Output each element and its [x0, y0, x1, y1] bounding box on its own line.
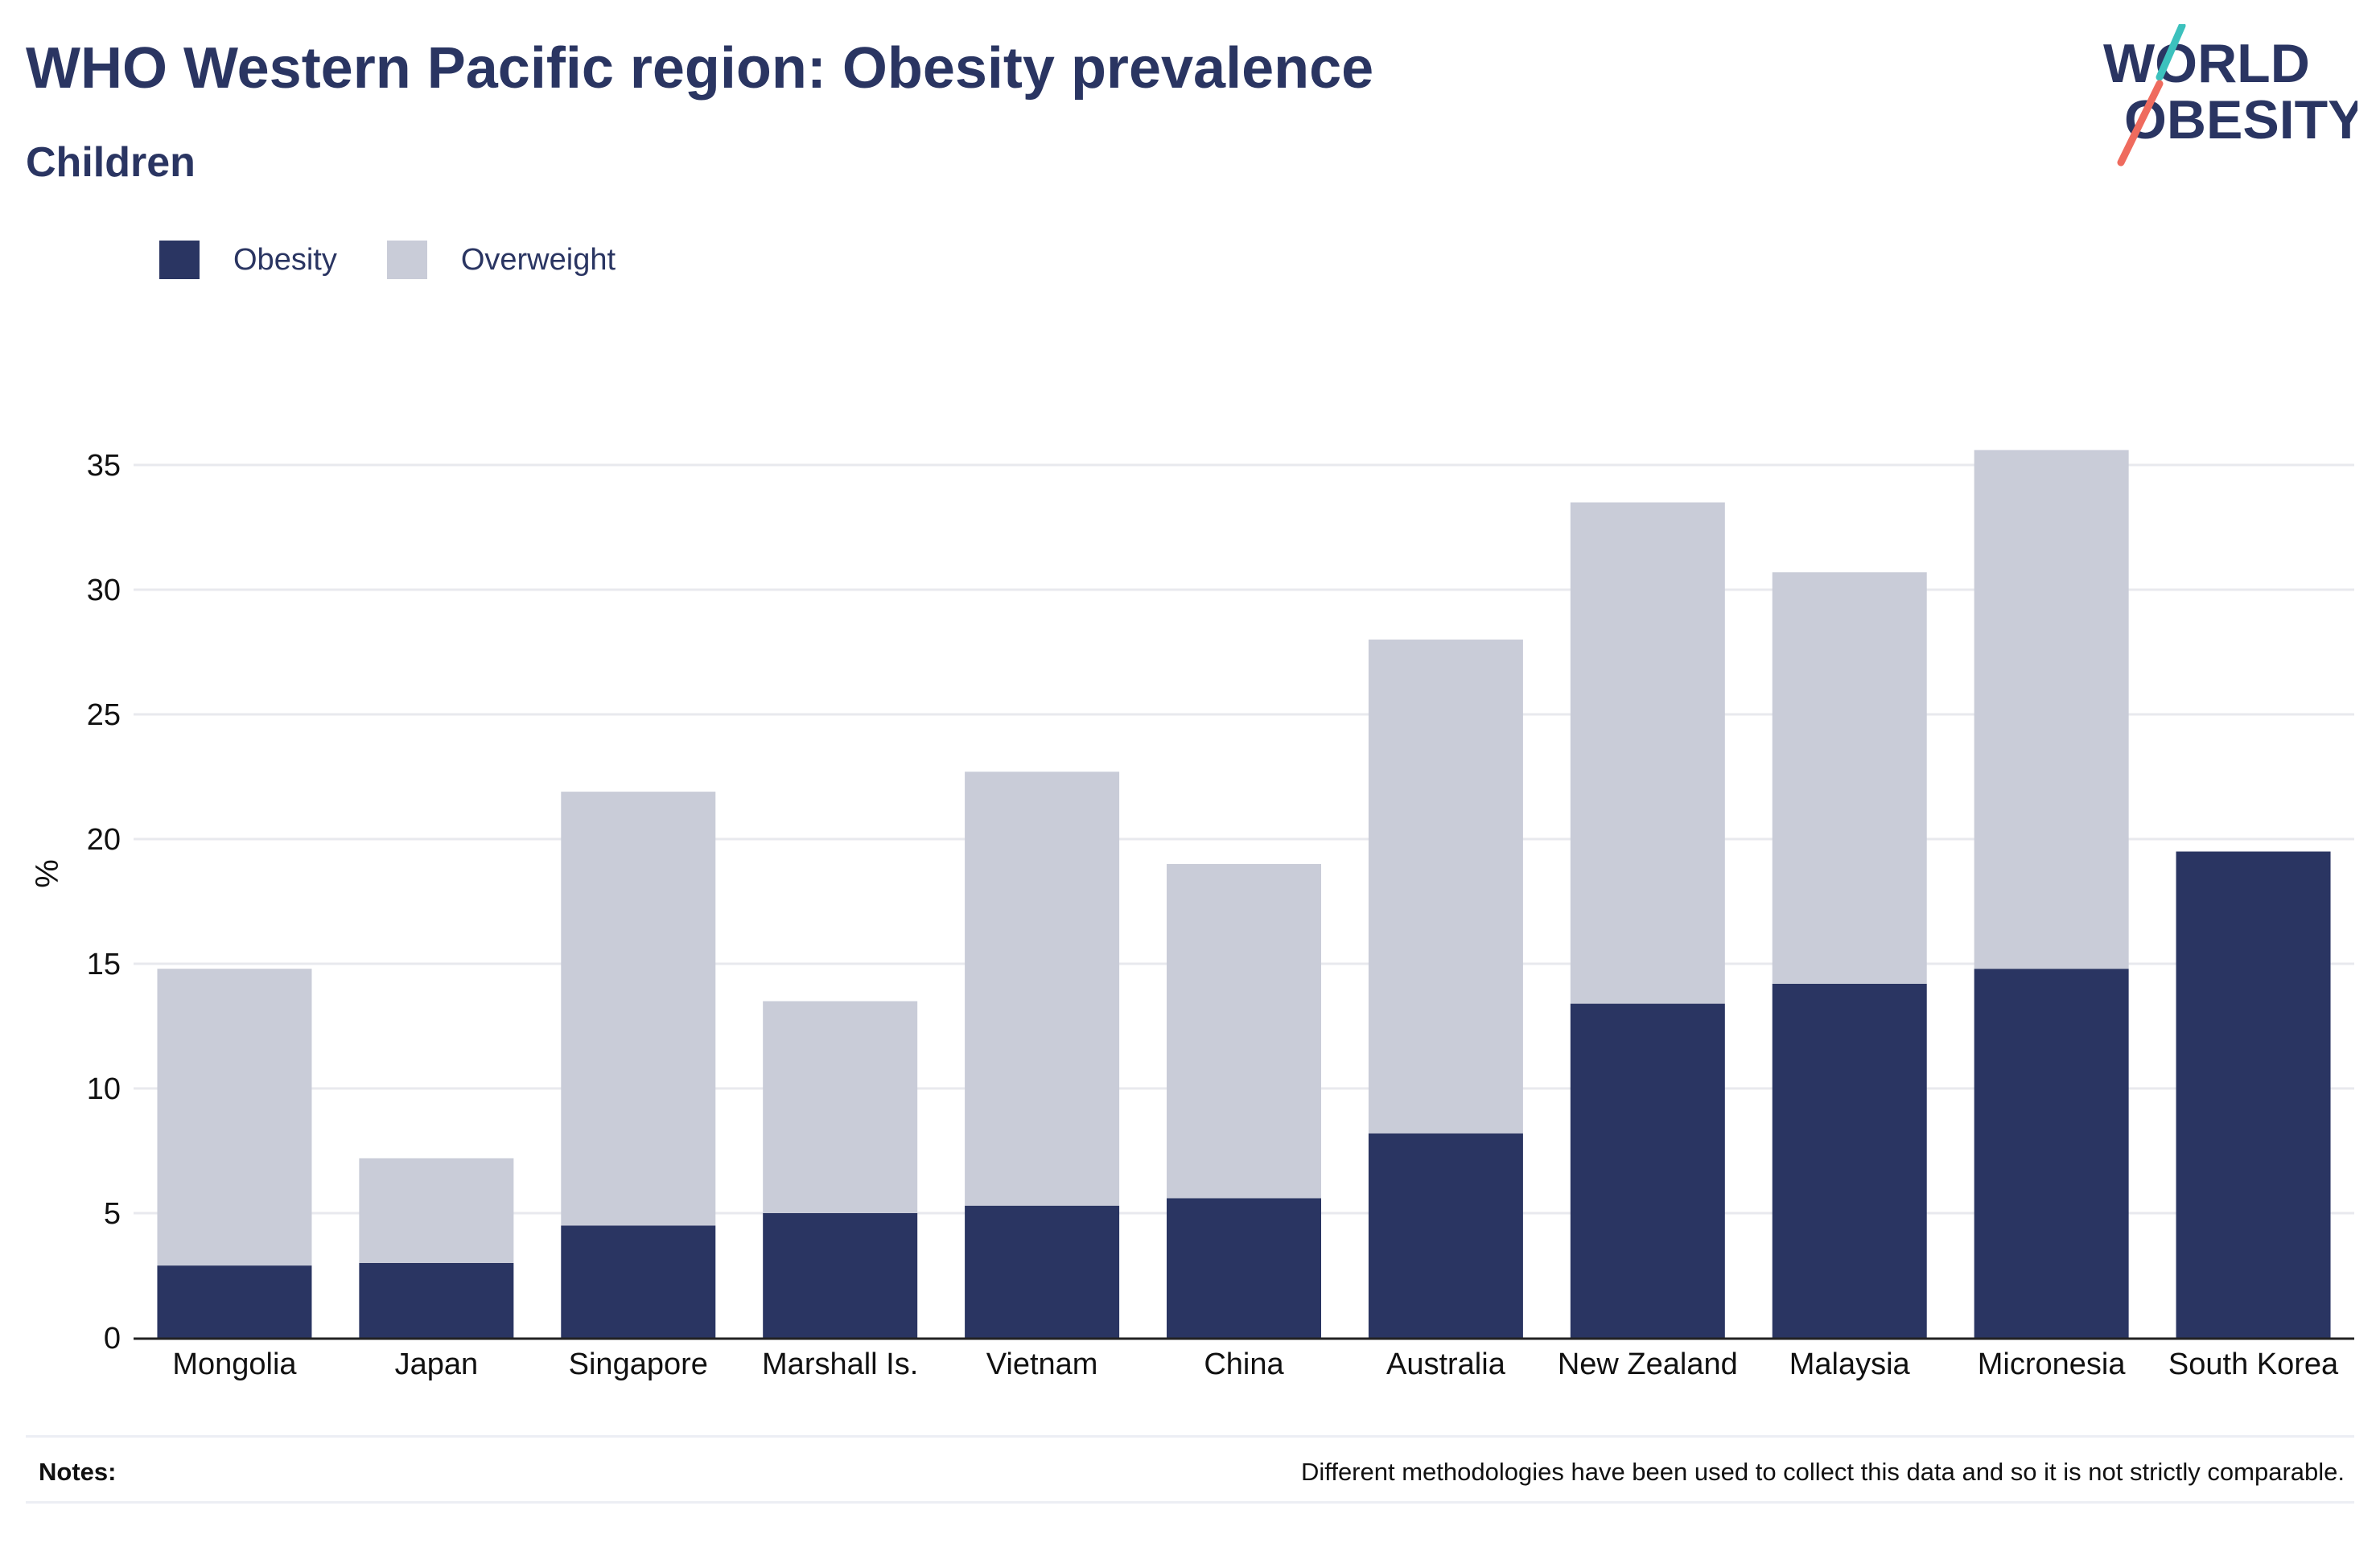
y-tick-label-0: 0	[104, 1322, 121, 1356]
logo-word-obesity: OBESITY	[2124, 89, 2357, 150]
x-tick-label-marshall-is-: Marshall Is.	[762, 1347, 918, 1381]
x-tick-label-singapore: Singapore	[569, 1347, 708, 1381]
bar-overweight-australia	[1368, 640, 1523, 1134]
bar-overweight-micronesia	[1974, 450, 2129, 969]
chart-legend: Obesity Overweight	[159, 238, 665, 282]
y-tick-label-10: 10	[87, 1072, 121, 1106]
bar-overweight-singapore	[561, 792, 716, 1226]
bar-obesity-malaysia	[1772, 983, 1927, 1338]
world-obesity-logo: WORLD OBESITY	[2103, 24, 2357, 167]
bar-obesity-japan	[359, 1263, 514, 1338]
bar-obesity-australia	[1368, 1133, 1523, 1338]
logo-word-world: WORLD	[2103, 33, 2310, 94]
bar-overweight-china	[1167, 864, 1321, 1199]
bar-obesity-south-korea	[2176, 851, 2331, 1338]
legend-label-obesity: Obesity	[233, 242, 337, 277]
x-tick-label-malaysia: Malaysia	[1789, 1347, 1911, 1381]
bar-obesity-marshall-is-	[763, 1213, 918, 1338]
x-tick-label-micronesia: Micronesia	[1978, 1347, 2127, 1381]
bar-obesity-new-zealand	[1570, 1003, 1725, 1338]
logo-slash-teal	[2156, 24, 2186, 81]
y-axis-label: %	[30, 859, 65, 888]
bar-overweight-japan	[359, 1158, 514, 1263]
notes-bottom-rule	[26, 1501, 2354, 1504]
bar-obesity-vietnam	[965, 1205, 1120, 1338]
y-tick-label-35: 35	[87, 449, 121, 483]
y-tick-label-15: 15	[87, 948, 121, 981]
bar-obesity-micronesia	[1974, 969, 2129, 1338]
x-tick-label-australia: Australia	[1386, 1347, 1506, 1381]
bar-obesity-mongolia	[157, 1265, 312, 1338]
bar-overweight-new-zealand	[1570, 502, 1725, 1004]
x-tick-label-mongolia: Mongolia	[172, 1347, 297, 1381]
y-tick-label-5: 5	[104, 1197, 121, 1231]
legend-item-obesity: Obesity	[159, 241, 337, 279]
legend-swatch-overweight	[386, 241, 427, 279]
legend-label-overweight: Overweight	[460, 242, 616, 277]
x-tick-label-vietnam: Vietnam	[986, 1347, 1098, 1381]
bar-overweight-mongolia	[157, 969, 312, 1266]
x-tick-label-south-korea: South Korea	[2168, 1347, 2339, 1381]
y-tick-label-25: 25	[87, 698, 121, 732]
y-tick-label-20: 20	[87, 823, 121, 857]
bar-obesity-china	[1167, 1198, 1321, 1338]
bar-overweight-malaysia	[1772, 572, 1927, 984]
logo-slash-coral	[2117, 80, 2164, 167]
y-tick-label-30: 30	[87, 574, 121, 607]
notes-text: Different methodologies have been used t…	[1301, 1458, 2345, 1486]
bar-overweight-marshall-is-	[763, 1001, 918, 1213]
legend-item-overweight: Overweight	[386, 241, 616, 279]
bar-obesity-singapore	[561, 1225, 716, 1338]
notes-top-rule	[26, 1435, 2354, 1438]
x-tick-label-japan: Japan	[395, 1347, 479, 1381]
chart-title: WHO Western Pacific region: Obesity prev…	[26, 36, 1374, 101]
notes-label: Notes:	[39, 1458, 117, 1486]
legend-swatch-obesity	[159, 241, 200, 279]
x-tick-label-new-zealand: New Zealand	[1558, 1347, 1738, 1381]
x-tick-label-china: China	[1204, 1347, 1284, 1381]
chart-subtitle: Children	[26, 139, 196, 186]
bar-overweight-vietnam	[965, 771, 1120, 1206]
